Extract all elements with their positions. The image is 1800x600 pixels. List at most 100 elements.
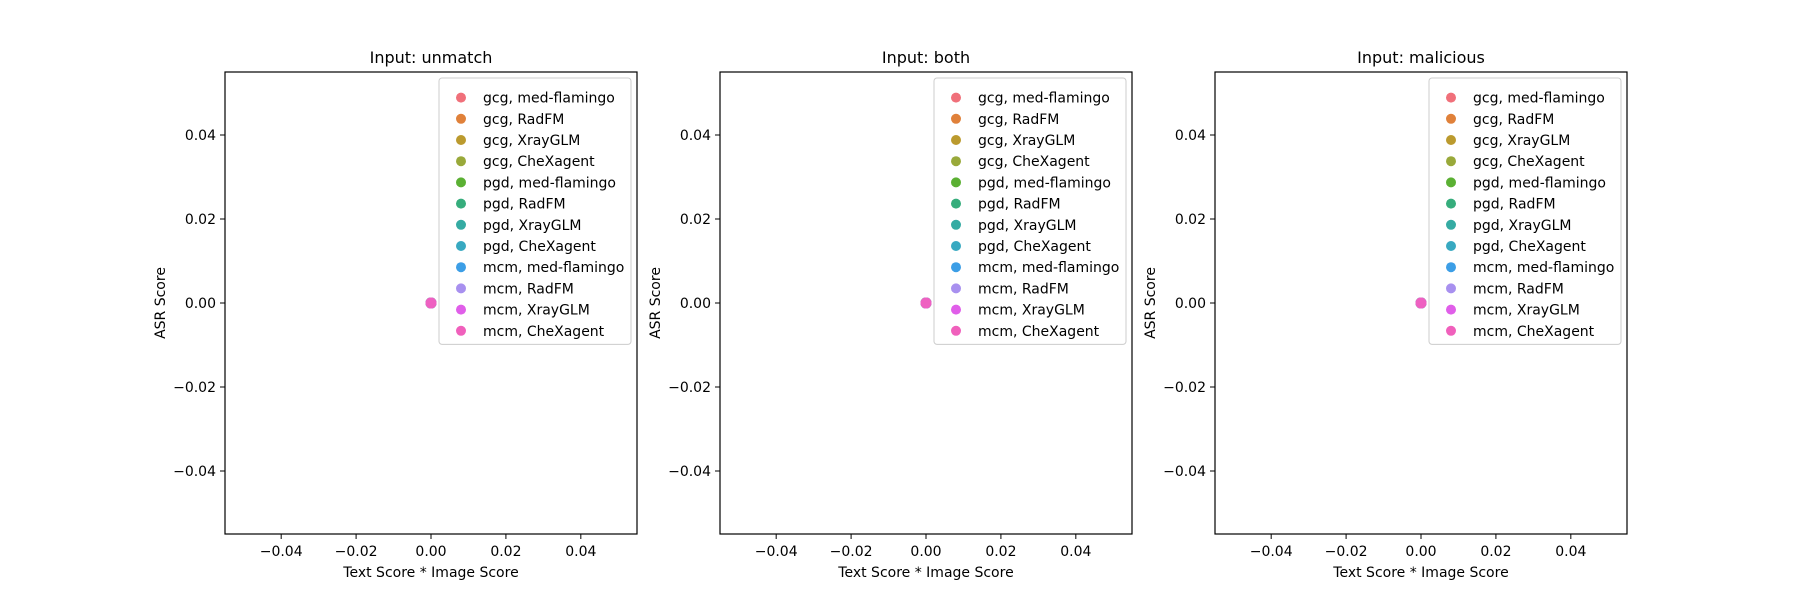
- y-tick-label: 0.04: [680, 128, 711, 144]
- legend-label: mcm, RadFM: [1473, 281, 1564, 297]
- legend-marker: [1446, 283, 1456, 294]
- y-tick-label: 0.00: [185, 296, 216, 312]
- legend-marker: [1446, 177, 1456, 188]
- legend: gcg, med-flamingo gcg, RadFM gcg, XrayGLM g…: [933, 77, 1127, 345]
- legend-label: pgd, CheXagent: [978, 239, 1091, 255]
- legend-label: pgd, XrayGLM: [1473, 218, 1572, 234]
- legend-marker: [951, 241, 961, 251]
- x-tick-label: 0.02: [1480, 544, 1511, 560]
- legend-label: pgd, med-flamingo: [978, 175, 1111, 191]
- y-axis-label: ASR Score: [1143, 267, 1159, 339]
- legend-marker: [1446, 325, 1456, 336]
- legend-label: gcg, CheXagent: [978, 154, 1090, 170]
- legend: gcg, med-flamingo gcg, RadFM gcg, XrayGLM g…: [1428, 77, 1622, 345]
- legend-label: pgd, XrayGLM: [483, 218, 582, 234]
- legend-label: mcm, RadFM: [483, 281, 574, 297]
- legend-label: mcm, med-flamingo: [1473, 260, 1614, 276]
- subplot-3: Input: malicious −0.04 −0.02 0.00 0.02 0.04 −0…: [1143, 48, 1628, 581]
- x-tick-label: 0.02: [490, 544, 521, 560]
- legend-marker: [1446, 262, 1456, 273]
- legend-marker: [951, 177, 961, 188]
- legend-marker: [951, 262, 961, 273]
- y-tick-label: 0.04: [185, 128, 216, 144]
- legend-label: mcm, CheXagent: [978, 324, 1100, 340]
- chart-title: Input: malicious: [1357, 48, 1485, 67]
- legend-label: gcg, med-flamingo: [1473, 91, 1605, 107]
- legend-marker: [951, 198, 961, 209]
- legend-marker: [456, 241, 466, 251]
- x-tick-label: 0.04: [1555, 544, 1586, 560]
- legend-label: mcm, XrayGLM: [978, 303, 1085, 319]
- legend-label: gcg, RadFM: [483, 112, 564, 128]
- legend-marker: [1446, 156, 1456, 167]
- data-point-12: [920, 297, 932, 309]
- y-axis-label: ASR Score: [648, 267, 664, 339]
- y-axis-label: ASR Score: [153, 267, 169, 339]
- y-tick-label: −0.04: [1163, 464, 1206, 480]
- legend-marker: [951, 135, 961, 145]
- x-axis-label: Text Score * Image Score: [837, 565, 1013, 581]
- legend-label: pgd, med-flamingo: [1473, 175, 1606, 191]
- subplot-2: Input: both −0.04 −0.02 0.00 0.02 0.04 −0.04 −0…: [648, 48, 1133, 581]
- axes-frame: [1214, 71, 1628, 535]
- y-tick-label: −0.04: [668, 464, 711, 480]
- y-tick-label: 0.02: [1175, 212, 1206, 228]
- legend-marker: [951, 325, 961, 336]
- legend-box: [933, 77, 1127, 345]
- legend-marker: [1446, 219, 1456, 230]
- data-point-12: [425, 297, 437, 309]
- legend-label: pgd, med-flamingo: [483, 175, 616, 191]
- legend-marker: [456, 219, 466, 230]
- x-tick-label: 0.00: [910, 544, 941, 560]
- legend-label: pgd, CheXagent: [1473, 239, 1586, 255]
- legend-label: gcg, XrayGLM: [483, 133, 580, 149]
- axes-frame: [719, 71, 1133, 535]
- x-tick-label: 0.00: [415, 544, 446, 560]
- x-tick-label: −0.02: [1325, 544, 1368, 560]
- legend-label: mcm, XrayGLM: [483, 303, 590, 319]
- legend-marker: [456, 156, 466, 167]
- legend-marker: [951, 304, 961, 315]
- legend-marker: [456, 113, 466, 124]
- legend-label: gcg, XrayGLM: [978, 133, 1075, 149]
- x-tick-label: −0.04: [755, 544, 798, 560]
- legend-box: [1428, 77, 1622, 345]
- legend-marker: [456, 198, 466, 209]
- data-point-12: [1415, 297, 1427, 309]
- x-axis-label: Text Score * Image Score: [342, 565, 518, 581]
- legend-marker: [456, 135, 466, 145]
- legend-label: pgd, CheXagent: [483, 239, 596, 255]
- legend-label: gcg, XrayGLM: [1473, 133, 1570, 149]
- x-tick-label: −0.04: [260, 544, 303, 560]
- legend-marker: [951, 283, 961, 294]
- legend-label: pgd, RadFM: [1473, 197, 1556, 213]
- legend-label: gcg, CheXagent: [483, 154, 595, 170]
- legend-label: mcm, med-flamingo: [978, 260, 1119, 276]
- x-tick-label: 0.04: [565, 544, 596, 560]
- legend-marker: [951, 219, 961, 230]
- y-tick-label: −0.02: [173, 380, 216, 396]
- legend-marker: [951, 156, 961, 167]
- legend-marker: [456, 177, 466, 188]
- legend-label: gcg, RadFM: [1473, 112, 1554, 128]
- legend-label: mcm, CheXagent: [483, 324, 605, 340]
- y-tick-label: 0.02: [185, 212, 216, 228]
- legend-label: mcm, CheXagent: [1473, 324, 1595, 340]
- legend-marker: [456, 92, 466, 103]
- y-tick-label: −0.02: [1163, 380, 1206, 396]
- legend-label: gcg, CheXagent: [1473, 154, 1585, 170]
- x-axis-label: Text Score * Image Score: [1332, 565, 1508, 581]
- legend-label: pgd, XrayGLM: [978, 218, 1077, 234]
- legend-marker: [1446, 241, 1456, 251]
- chart-title: Input: both: [882, 48, 970, 67]
- legend-marker: [1446, 198, 1456, 209]
- y-tick-label: 0.02: [680, 212, 711, 228]
- legend-label: pgd, RadFM: [483, 197, 566, 213]
- x-tick-label: 0.00: [1405, 544, 1436, 560]
- legend-marker: [951, 113, 961, 124]
- x-tick-label: −0.02: [335, 544, 378, 560]
- legend-label: gcg, RadFM: [978, 112, 1059, 128]
- y-tick-label: 0.00: [680, 296, 711, 312]
- legend-label: mcm, XrayGLM: [1473, 303, 1580, 319]
